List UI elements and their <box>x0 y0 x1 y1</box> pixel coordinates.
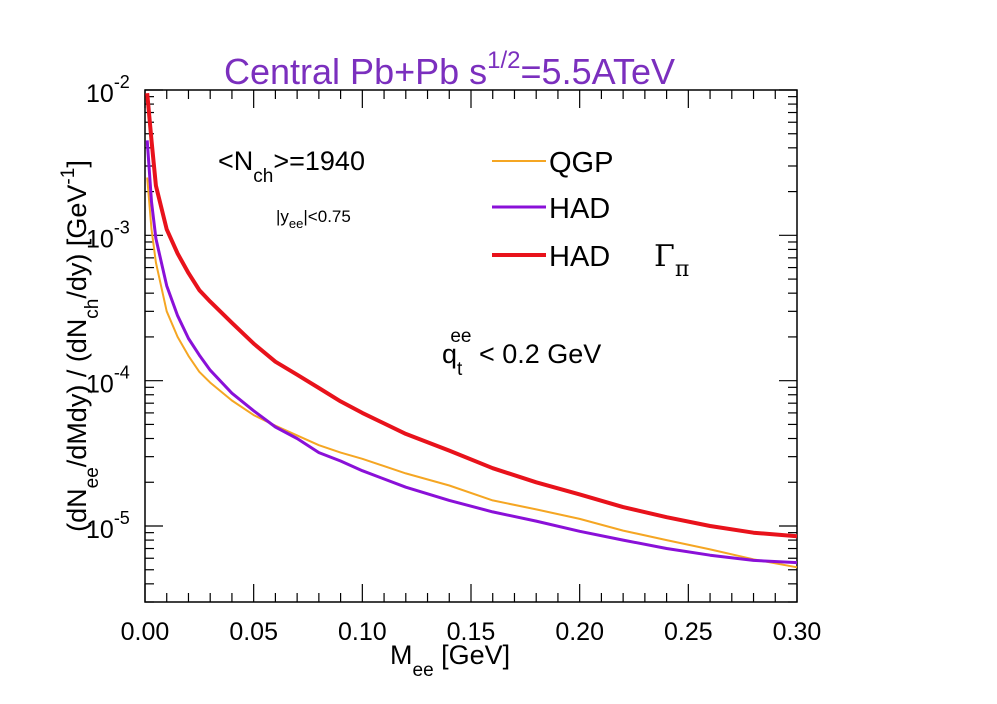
y-tick-label-base: 10 <box>86 80 114 108</box>
legend: QGP HAD HAD Γπ <box>492 147 689 282</box>
series-lines <box>145 93 798 569</box>
legend-label-had: HAD <box>549 193 610 225</box>
y-tick-label-exp: -2 <box>114 72 130 92</box>
x-axis-label: Mee [GeV] <box>390 640 510 681</box>
x-tick-label: 0.10 <box>338 618 387 646</box>
series-line-qgp <box>146 177 798 569</box>
annotation-qt-b: < 0.2 GeV <box>471 339 601 369</box>
annotation-nch-sub: ch <box>253 166 273 187</box>
y-axis-label: (dNee/dMdy) / (dNch/dy) [GeV-1] <box>58 160 103 532</box>
chart-title-main: Central Pb+Pb s <box>224 51 487 92</box>
x-tick-label: 0.05 <box>229 618 278 646</box>
annotation-yee-sub: ee <box>289 216 303 231</box>
annotation-yee: |yee|<0.75 <box>276 207 351 231</box>
legend-gamma-sub: π <box>675 257 689 282</box>
chart-title-sup: 1/2 <box>487 47 520 74</box>
y-tick-label-exp: -5 <box>114 508 130 528</box>
y-tick-label: 10-3 <box>86 217 130 253</box>
x-tick-labels: 0.00 0.05 0.10 0.15 0.20 0.25 0.30 <box>121 618 822 646</box>
legend-label-qgp: QGP <box>549 147 613 179</box>
x-tick-label: 0.20 <box>555 618 604 646</box>
y-axis-label-p4: ] <box>62 160 92 168</box>
x-axis-label-main: M <box>390 640 413 670</box>
chart-title: Central Pb+Pb s1/2=5.5ATeV <box>224 47 675 92</box>
series-line-had-gamma <box>145 93 798 539</box>
x-axis-label-sub: ee <box>413 660 434 681</box>
x-tick-label: 0.30 <box>773 618 822 646</box>
x-axis-label-rest: [GeV] <box>434 640 511 670</box>
y-tick-label-base: 10 <box>86 516 114 544</box>
y-axis-label-p3-sup: -1 <box>58 168 79 185</box>
annotation-qt: qt ee < 0.2 GeV <box>442 326 601 380</box>
y-tick-label-exp: -4 <box>114 363 130 383</box>
x-tick-label: 0.15 <box>447 618 496 646</box>
annotation-qt-a: q <box>442 339 457 369</box>
annotation-qt-sup: ee <box>450 326 471 347</box>
annotation-yee-b: |<0.75 <box>303 207 350 226</box>
y-tick-label: 10-5 <box>86 508 130 544</box>
annotation-nch: <Nch>=1940 <box>218 146 365 187</box>
annotation-yee-a: |y <box>276 207 289 226</box>
legend-label-gamma-symbol: Γπ <box>654 239 689 282</box>
y-axis-label-p2-sub: ch <box>82 299 103 319</box>
y-axis-label-p1: (dN <box>62 488 92 532</box>
chart-title-rest: =5.5ATeV <box>521 51 675 92</box>
y-tick-label-exp: -3 <box>114 217 130 237</box>
legend-gamma: Γ <box>654 239 675 274</box>
y-axis-label-p1-sub: ee <box>82 467 103 488</box>
annotation-nch-b: >=1940 <box>273 146 365 176</box>
y-tick-label: 10-4 <box>86 363 130 399</box>
series-line-had <box>145 140 798 565</box>
y-tick-label-base: 10 <box>86 371 114 399</box>
y-axis-label-p3: /dy) [GeV <box>62 185 92 299</box>
y-tick-labels: 10-510-410-310-2 <box>86 72 130 544</box>
y-tick-label: 10-2 <box>86 72 130 108</box>
annotation-nch-a: <N <box>218 146 253 176</box>
x-tick-label: 0.25 <box>664 618 713 646</box>
annotation-qt-sub: t <box>457 359 463 380</box>
y-axis-label-p2: /dMdy) / (dN <box>62 319 92 468</box>
legend-label-had-gamma: HAD <box>549 241 610 273</box>
y-tick-label-base: 10 <box>86 225 114 253</box>
x-tick-label: 0.00 <box>121 618 170 646</box>
